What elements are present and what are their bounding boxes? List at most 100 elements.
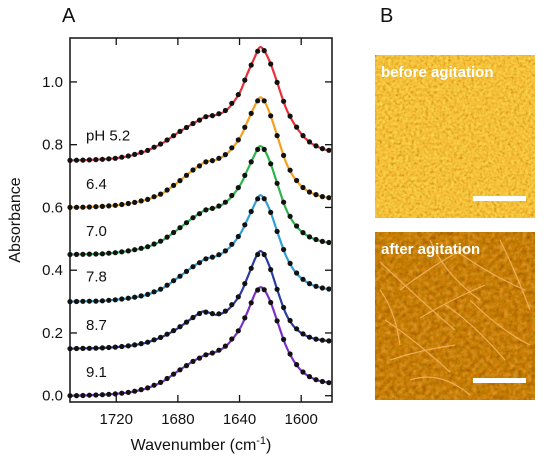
data-point (281, 98, 287, 104)
data-point (145, 339, 151, 345)
data-point (294, 326, 300, 332)
data-point (222, 199, 228, 205)
data-point (86, 204, 92, 210)
data-point (235, 294, 241, 300)
data-point (86, 157, 92, 163)
data-point (190, 358, 196, 364)
data-point (132, 388, 138, 394)
data-point (106, 344, 112, 351)
series-line (69, 144, 333, 256)
data-point (171, 278, 177, 284)
data-point (209, 254, 215, 260)
data-point (73, 298, 80, 305)
x-axis-title: Wavenumber (cm-1) (131, 435, 272, 454)
fibril (399, 245, 471, 291)
series-label: pH 5.2 (86, 127, 130, 144)
data-point (171, 371, 177, 377)
data-point (306, 234, 313, 240)
data-point (125, 389, 131, 395)
data-point (183, 319, 190, 325)
x-tick-label: 1680 (161, 411, 194, 428)
data-point (319, 337, 325, 343)
data-point (183, 268, 190, 274)
data-point (248, 62, 254, 68)
data-point (274, 318, 280, 324)
data-point (112, 391, 118, 397)
data-point (268, 113, 274, 119)
afm-after-texture (375, 232, 535, 400)
fibril (429, 239, 481, 301)
data-point (164, 137, 170, 143)
data-point (119, 343, 125, 350)
afm-after-scale-bar (473, 378, 526, 383)
data-point (287, 351, 293, 357)
y-tick-label: 0.4 (42, 262, 63, 279)
data-point (261, 196, 267, 202)
data-point (326, 380, 332, 386)
data-point (229, 302, 235, 308)
x-tick-label: 1640 (223, 411, 256, 428)
data-point (313, 192, 319, 198)
data-point (99, 345, 105, 351)
data-point (274, 133, 280, 139)
data-point (80, 298, 86, 304)
data-point (138, 149, 144, 155)
data-point (300, 276, 306, 282)
data-point (164, 187, 170, 193)
data-point (164, 331, 170, 337)
data-point (106, 203, 112, 209)
y-tick-label: 0.2 (42, 325, 63, 342)
data-point (242, 172, 248, 178)
series-label: 7.8 (86, 268, 107, 285)
axis-ticks: 1720 1680 1640 1600 0.0 0.2 0.4 0.6 0.8 1.0 (42, 38, 332, 428)
data-point (125, 343, 131, 349)
data-point (268, 161, 274, 167)
data-point (93, 298, 99, 304)
data-point (99, 203, 105, 209)
data-point (229, 145, 235, 151)
series-line (69, 96, 333, 209)
data-point (196, 310, 203, 317)
data-point (222, 107, 228, 114)
fibril (379, 289, 401, 346)
data-point (99, 392, 105, 398)
data-point (261, 146, 267, 152)
fibril (444, 304, 506, 361)
data-point (326, 195, 332, 201)
data-point (216, 155, 222, 161)
data-point (235, 137, 241, 143)
data-point (313, 236, 319, 243)
data-point (93, 345, 99, 351)
data-point (80, 345, 86, 351)
data-point (93, 157, 99, 163)
data-point (281, 246, 287, 253)
data-point (222, 152, 228, 158)
data-point (158, 141, 164, 147)
data-point (274, 180, 280, 186)
data-point (151, 194, 157, 200)
data-point (158, 286, 164, 292)
data-point (281, 304, 287, 311)
data-point (158, 191, 164, 197)
data-point (138, 198, 144, 204)
data-point (306, 189, 313, 195)
fibril (379, 261, 456, 331)
data-point (203, 114, 209, 120)
data-point (164, 234, 170, 240)
data-point (164, 375, 170, 382)
data-point (112, 297, 118, 303)
data-point (132, 247, 138, 253)
data-point (119, 201, 125, 208)
data-point (119, 390, 125, 396)
data-point (86, 392, 92, 398)
data-point (171, 229, 177, 236)
data-point (196, 211, 203, 217)
data-point (242, 315, 248, 321)
fibril (419, 284, 486, 319)
data-point (326, 286, 332, 292)
afm-fibrils (379, 239, 531, 396)
data-point (99, 251, 105, 257)
data-point (80, 157, 86, 163)
data-point (106, 297, 112, 303)
